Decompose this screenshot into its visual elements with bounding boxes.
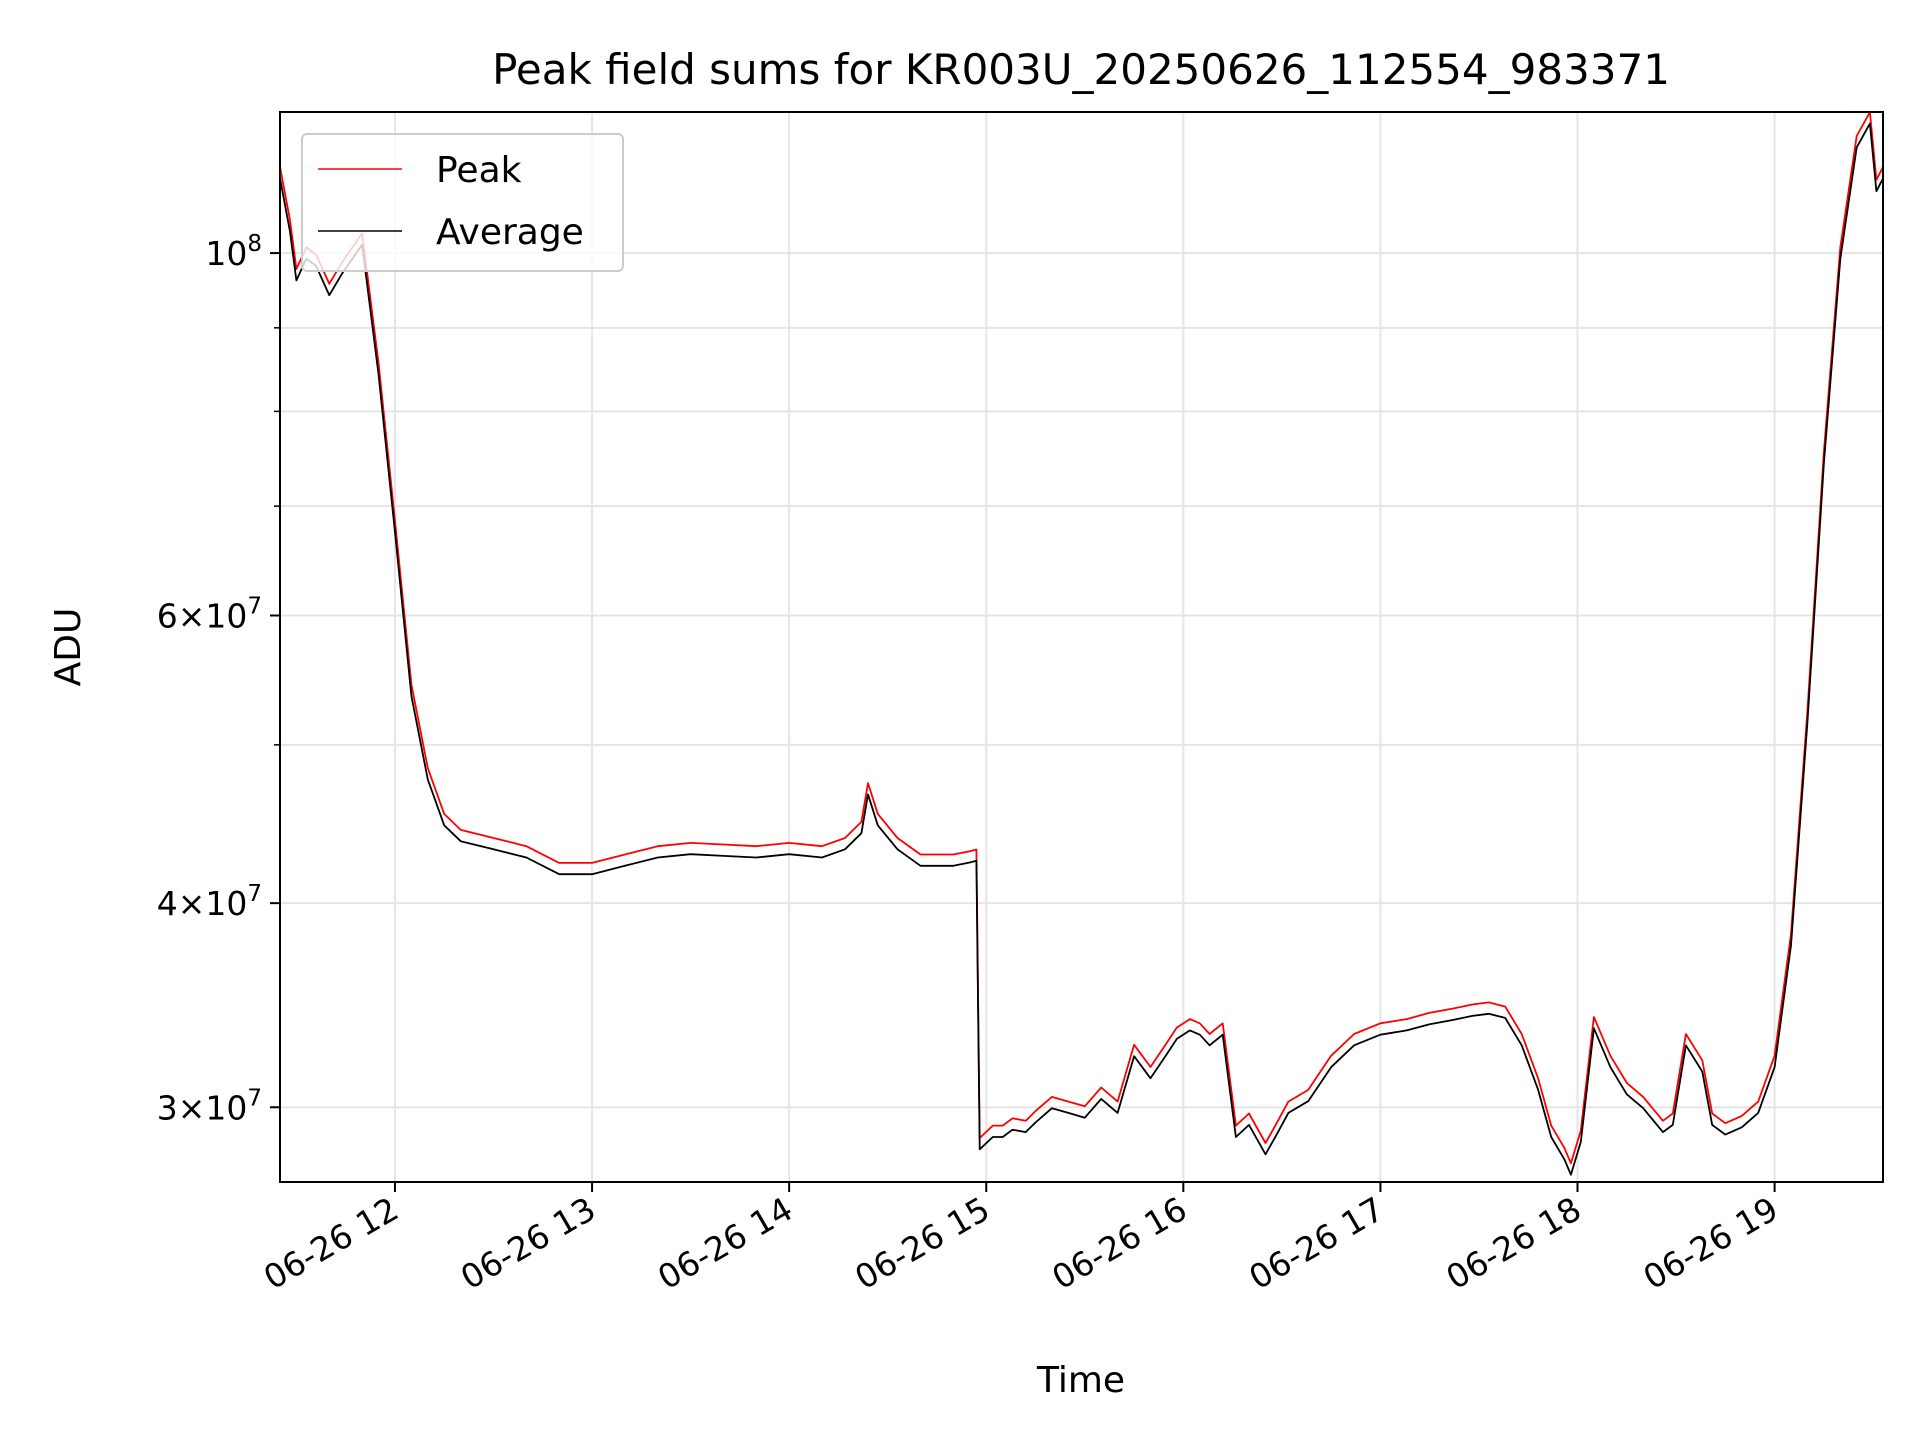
series-line-average: [280, 122, 1883, 1176]
legend-label-average: Average: [436, 212, 584, 253]
series-line-peak: [280, 112, 1883, 1165]
x-tick-label: 06-26 17: [1242, 1189, 1390, 1297]
x-tick-label: 06-26 18: [1440, 1189, 1588, 1297]
y-axis-label: ADU: [48, 608, 89, 687]
x-tick-label: 06-26 13: [454, 1189, 602, 1297]
y-tick-label: 4×107: [157, 881, 262, 923]
chart-title: Peak field sums for KR003U_20250626_1125…: [492, 45, 1670, 94]
grid: [280, 112, 1883, 1182]
x-axis-label: Time: [1036, 1360, 1125, 1401]
x-axis: 06-26 12 06-26 13 06-26 14 06-26 15 06-26 16…: [257, 1182, 1785, 1297]
y-tick-label: 108: [205, 231, 262, 273]
y-axis: 3×107 4×107 6×107 108: [157, 231, 280, 1127]
x-tick-label: 06-26 15: [848, 1189, 996, 1297]
x-tick-label: 06-26 16: [1045, 1189, 1193, 1297]
legend-label-peak: Peak: [436, 150, 522, 191]
y-tick-label: 3×107: [157, 1085, 262, 1127]
plot-frame: [279, 111, 1884, 1183]
x-tick-label: 06-26 14: [651, 1189, 799, 1297]
x-tick-label: 06-26 12: [257, 1189, 405, 1297]
legend: Peak Average: [301, 133, 624, 272]
x-tick-label: 06-26 19: [1637, 1189, 1785, 1297]
y-tick-label: 6×107: [157, 593, 262, 635]
plot-area: [280, 112, 1883, 1176]
